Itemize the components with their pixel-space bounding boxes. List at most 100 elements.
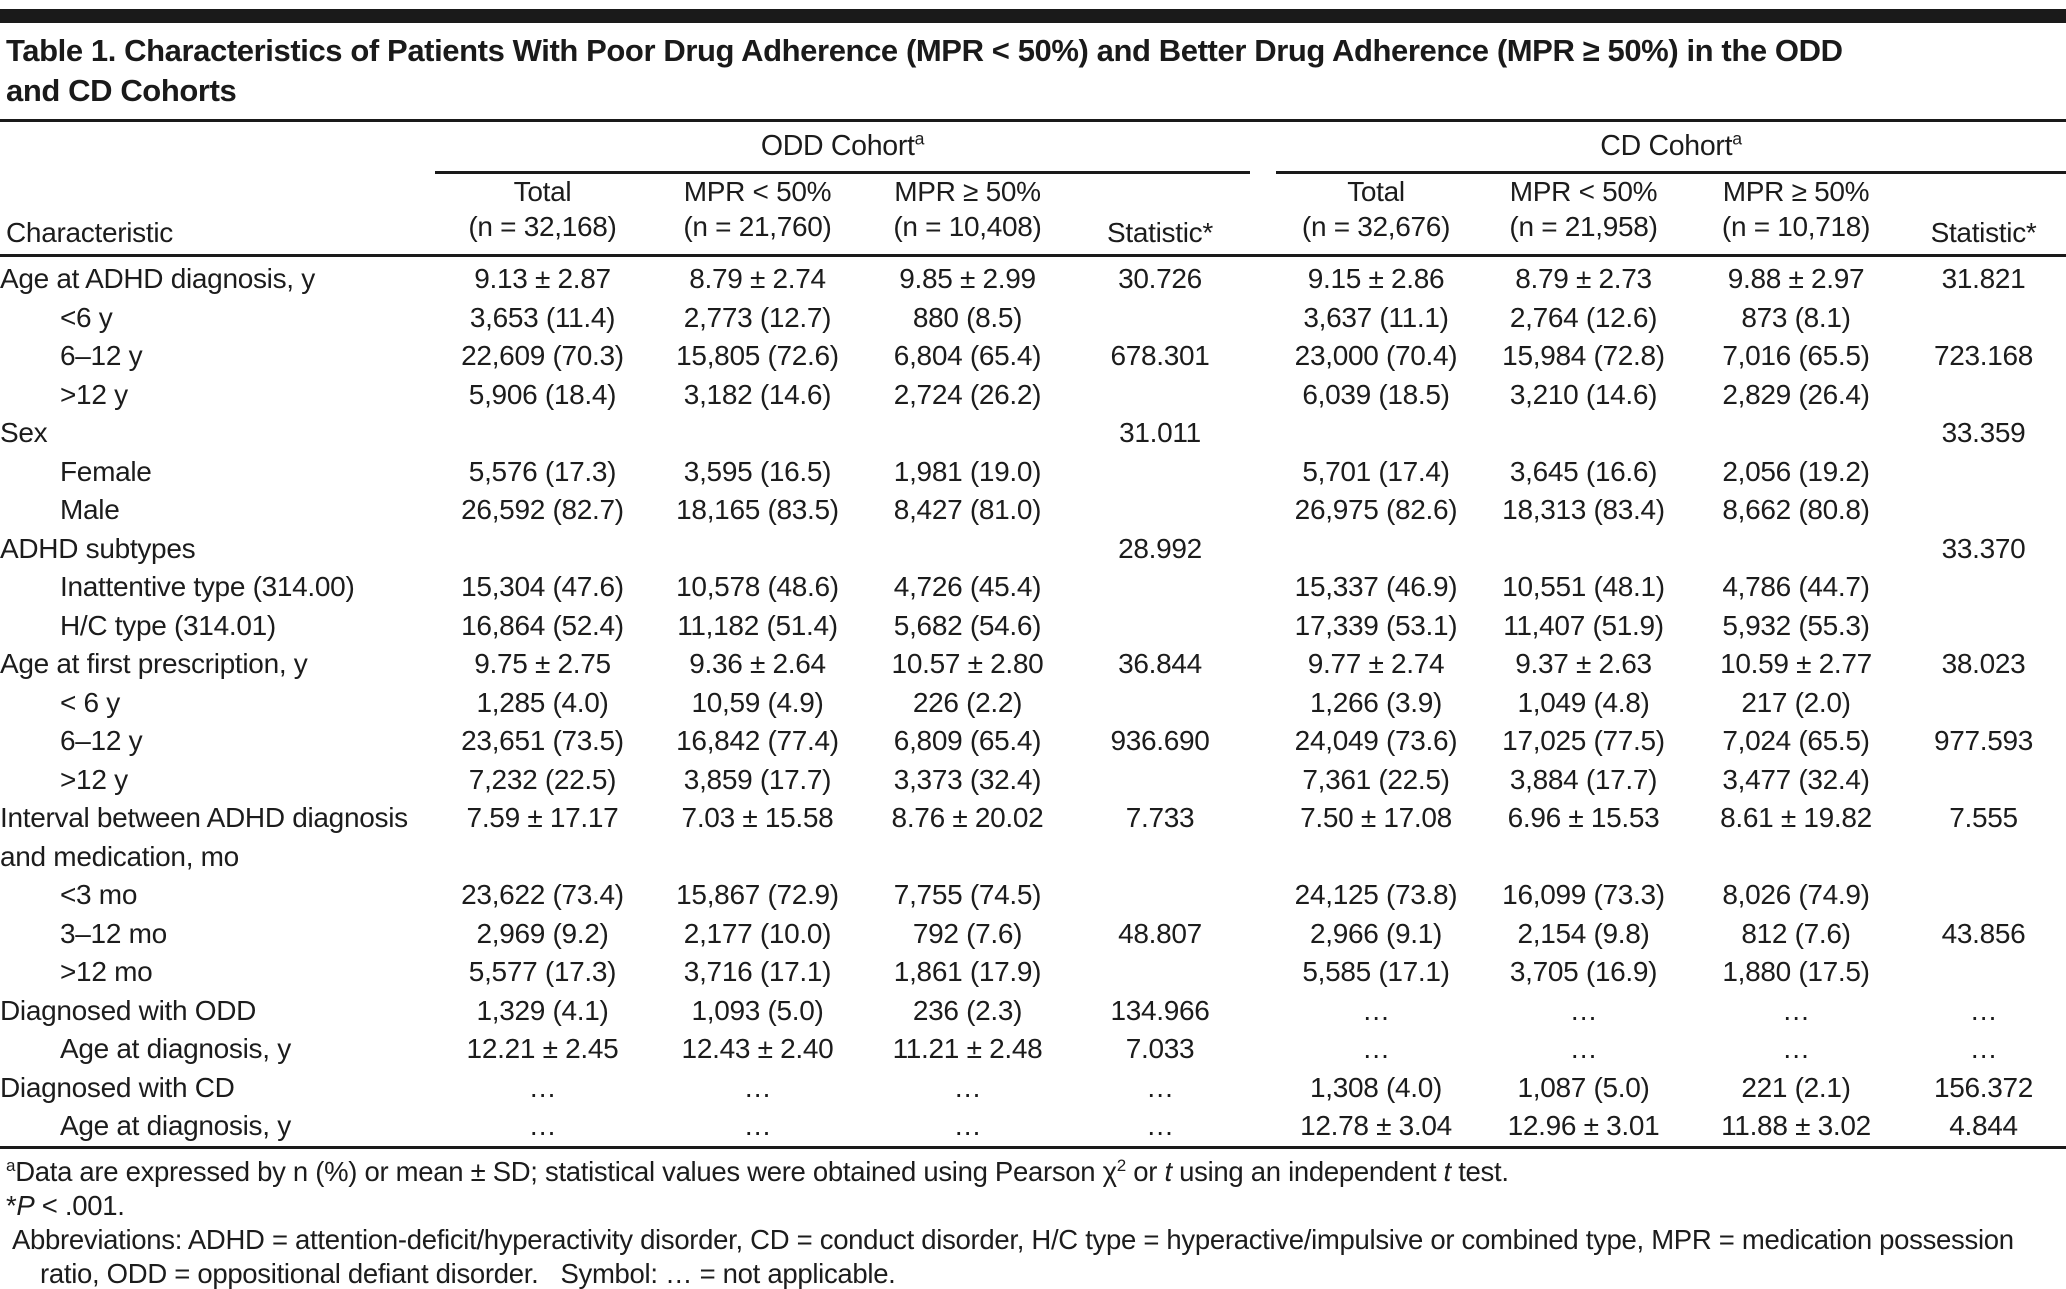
table-cell: 3,645 (16.6) — [1509, 455, 1658, 487]
table-cell: 22,609 (70.3) — [461, 340, 624, 371]
column-spacer — [1250, 992, 1276, 1031]
table-cell: 2,829 (26.4) — [1722, 378, 1870, 410]
footnote-abbreviations: Abbreviations: ADHD = attention-deficit/… — [12, 1223, 2014, 1289]
column-spacer — [1250, 299, 1276, 338]
table-row: H/C type (314.01) 16,864 (52.4) 11,182 (51… — [0, 607, 2066, 646]
footnote-p-value: *P < .001. — [6, 1189, 2056, 1223]
footnote-p-text: < .001. — [34, 1189, 125, 1221]
table-cell: 2,056 (19.2) — [1722, 455, 1870, 487]
table-cell — [1691, 414, 1901, 453]
table-cell: … — [1569, 994, 1598, 1026]
table-cell — [435, 530, 650, 569]
table-cell: 4.844 — [1949, 1110, 2018, 1141]
table-cell: 24,125 (73.8) — [1294, 879, 1458, 910]
table-cell — [1070, 684, 1250, 723]
table-row: ADHD subtypes 28.992 33.370 — [0, 530, 2066, 569]
column-header-odd-mpr-lt50: MPR < 50% (n = 21,760) — [650, 172, 865, 257]
table-cell: 7.033 — [1125, 1033, 1195, 1064]
row-label: >12 y — [60, 763, 128, 795]
title-divider — [0, 119, 2066, 122]
table-cell: 23,651 (73.5) — [461, 725, 624, 756]
table-cell: 8.76 ± 20.02 — [891, 802, 1044, 833]
table-cell: 28.992 — [1118, 532, 1202, 564]
table-row: Female 5,576 (17.3) 3,595 (16.5) 1,981 (19.… — [0, 453, 2066, 492]
table-cell: 11,407 (51.9) — [1503, 609, 1664, 641]
table-cell: … — [1146, 1110, 1174, 1141]
asterisk: * — [6, 1189, 17, 1221]
table-cell: … — [1782, 994, 1810, 1026]
table-cell: 24,049 (73.6) — [1294, 725, 1458, 756]
table-cell — [650, 414, 865, 453]
table-cell — [1476, 414, 1691, 453]
row-label: >12 y — [60, 378, 128, 410]
table-row: 6–12 y 22,609 (70.3) 15,805 (72.6) 6,804 (6… — [0, 337, 2066, 376]
footnote-a: aData are expressed by n (%) or mean ± S… — [6, 1155, 2056, 1189]
table-cell — [1070, 453, 1250, 492]
table-cell: 3,182 (14.6) — [683, 378, 832, 410]
table-cell: 3,595 (16.5) — [683, 455, 832, 487]
table-cell: 43.856 — [1941, 917, 2026, 949]
column-spacer — [1250, 414, 1276, 453]
row-label: Age at first prescription, y — [0, 648, 308, 679]
footnotes: aData are expressed by n (%) or mean ± S… — [0, 1149, 2066, 1289]
table-cell: 9.88 ± 2.97 — [1727, 263, 1865, 294]
table-cell: … — [1146, 1071, 1174, 1103]
table-row: Interval between ADHD diagnosis and medi… — [0, 799, 2066, 876]
table-cell: 3,477 (32.4) — [1722, 763, 1870, 795]
table-title: Table 1. Characteristics of Patients Wit… — [0, 23, 2066, 119]
table-row: 3–12 mo 2,969 (9.2) 2,177 (10.0) 792 (7.6) 4… — [0, 915, 2066, 954]
group-row-spacer — [1250, 122, 1276, 173]
column-spacer — [1250, 915, 1276, 954]
table-cell: 48.807 — [1118, 917, 1202, 949]
table-cell: 217 (2.0) — [1741, 686, 1851, 718]
table-cell: 11,182 (51.4) — [677, 609, 838, 641]
table-cell: 3,210 (14.6) — [1509, 378, 1658, 410]
table-cell: 7.733 — [1125, 802, 1195, 833]
row-label: Age at diagnosis, y — [60, 1110, 291, 1141]
table-cell: … — [1969, 1033, 1998, 1064]
row-label: Inattentive type (314.00) — [60, 571, 355, 602]
table-cell: 1,087 (5.0) — [1517, 1071, 1650, 1103]
table-cell: 33.370 — [1941, 532, 2026, 564]
table-cell — [1276, 530, 1476, 569]
column-spacer — [1250, 530, 1276, 569]
table-cell: 678.301 — [1110, 340, 1210, 371]
table-cell: 226 (2.2) — [912, 686, 1023, 718]
column-spacer — [1250, 256, 1276, 299]
column-spacer — [1250, 761, 1276, 800]
table-cell: 1,093 (5.0) — [691, 994, 824, 1026]
table-cell: 6,804 (65.4) — [893, 340, 1042, 371]
column-header-cd-mpr-ge50: MPR ≥ 50% (n = 10,718) — [1691, 172, 1902, 257]
row-label: < 6 y — [60, 686, 120, 718]
table-row: >12 mo 5,577 (17.3) 3,716 (17.1) 1,861 (17.… — [0, 953, 2066, 992]
column-spacer — [1250, 376, 1276, 415]
table-cell — [1901, 953, 2066, 992]
table-cell: 134.966 — [1110, 994, 1210, 1026]
table-cell: 10,551 (48.1) — [1502, 571, 1665, 602]
table-cell: 1,285 (4.0) — [476, 686, 609, 718]
table-cell: 1,880 (17.5) — [1722, 956, 1870, 987]
table-cell — [1276, 414, 1476, 453]
table-cell: 1,308 (4.0) — [1309, 1071, 1443, 1103]
table-cell — [650, 530, 865, 569]
table-cell: 8,662 (80.8) — [1722, 494, 1870, 525]
table-cell — [1901, 876, 2066, 915]
table-cell: … — [1969, 994, 1998, 1026]
table-cell: 30.726 — [1118, 263, 1202, 294]
table-row: <6 y 3,653 (11.4) 2,773 (12.7) 880 (8.5) 3,6… — [0, 299, 2066, 338]
table-cell: 17,339 (53.1) — [1294, 609, 1458, 641]
table-top-bar — [0, 9, 2066, 23]
table-cell: 16,099 (73.3) — [1502, 879, 1665, 910]
table-cell — [1070, 491, 1250, 530]
table-cell: 4,786 (44.7) — [1722, 571, 1870, 602]
table-cell: 10,59 (4.9) — [691, 686, 824, 718]
column-header-line1: MPR < 50% — [683, 176, 832, 207]
table-cell: … — [743, 1110, 772, 1141]
table-cell — [865, 414, 1070, 453]
table-cell — [1070, 568, 1250, 607]
row-label: Female — [60, 455, 152, 487]
table-cell: 2,773 (12.7) — [683, 301, 832, 333]
table-cell: 7,024 (65.5) — [1722, 725, 1870, 756]
column-header-odd-statistic: Statistic* — [1070, 172, 1251, 257]
table-cell: … — [1782, 1033, 1810, 1064]
